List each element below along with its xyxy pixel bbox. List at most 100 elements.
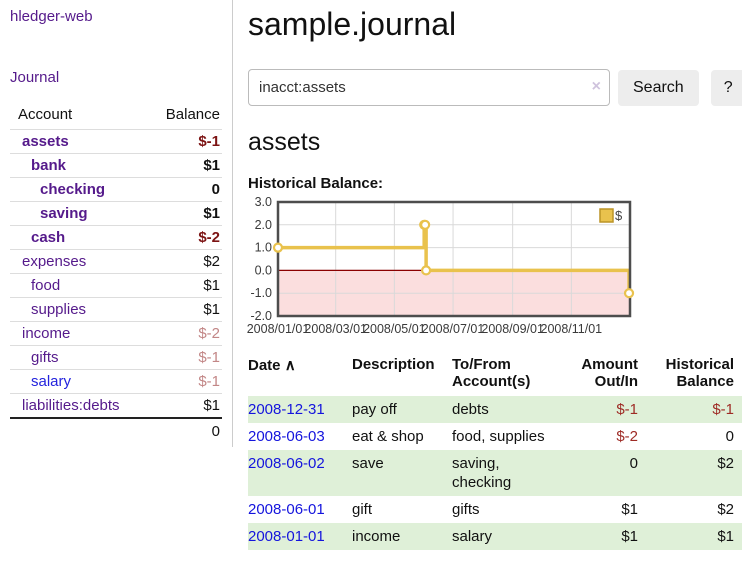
register-row: 2008-06-03 eat & shop food, supplies $-2… bbox=[248, 423, 742, 450]
transaction-date-link[interactable]: 2008-06-02 bbox=[248, 455, 325, 472]
column-tofrom-accounts: To/From Account(s) bbox=[452, 356, 531, 390]
transaction-accounts: salary bbox=[452, 528, 493, 545]
account-link-saving[interactable]: saving bbox=[40, 205, 88, 222]
transaction-accounts: gifts bbox=[452, 501, 480, 518]
transaction-amount: $-2 bbox=[616, 428, 638, 445]
transaction-amount: 0 bbox=[629, 455, 638, 472]
account-balance: $-1 bbox=[198, 373, 220, 390]
account-balance: $1 bbox=[203, 205, 220, 222]
svg-text:-2.0: -2.0 bbox=[250, 309, 272, 323]
column-historical-balance: Historical Balance bbox=[665, 356, 734, 390]
brand-link[interactable]: hledger-web bbox=[10, 8, 93, 25]
column-date[interactable]: Date ∧ bbox=[248, 357, 296, 374]
register-table: Date ∧ Description To/From Account(s) Am… bbox=[248, 354, 742, 550]
account-balance: $-1 bbox=[198, 349, 220, 366]
register-row: 2008-12-31 pay off debts $-1 $-1 bbox=[248, 396, 742, 423]
help-button[interactable]: ? bbox=[710, 69, 742, 106]
transaction-date-link[interactable]: 2008-12-31 bbox=[248, 401, 325, 418]
search-bar: × Search ? bbox=[248, 69, 742, 106]
app-layout: hledger-web Journal Account Balance asse… bbox=[0, 0, 742, 550]
transaction-description: pay off bbox=[352, 401, 397, 418]
account-balance: $1 bbox=[203, 157, 220, 174]
sidebar-item-journal[interactable]: Journal bbox=[10, 69, 60, 86]
svg-text:2008/05/01: 2008/05/01 bbox=[363, 322, 426, 336]
svg-text:2.0: 2.0 bbox=[255, 218, 272, 232]
svg-text:2008/11/01: 2008/11/01 bbox=[541, 322, 603, 336]
account-row: bank $1 bbox=[10, 153, 222, 178]
accounts-total-value: 0 bbox=[211, 423, 220, 440]
account-link-checking[interactable]: checking bbox=[40, 181, 106, 198]
account-link-cash[interactable]: cash bbox=[31, 229, 66, 246]
svg-text:-1.0: -1.0 bbox=[250, 286, 272, 300]
account-link-supplies[interactable]: supplies bbox=[31, 301, 87, 318]
main-content: sample.journal × Search ? assets Histori… bbox=[233, 0, 742, 550]
transaction-date-link[interactable]: 2008-01-01 bbox=[248, 528, 325, 545]
register-header-row: Date ∧ Description To/From Account(s) Am… bbox=[248, 354, 742, 396]
search-input[interactable] bbox=[248, 69, 610, 106]
page-title: sample.journal bbox=[248, 6, 457, 42]
account-link-salary[interactable]: salary bbox=[31, 373, 72, 390]
svg-text:$: $ bbox=[615, 208, 623, 223]
account-row: supplies $1 bbox=[10, 297, 222, 322]
transaction-balance: 0 bbox=[725, 428, 734, 445]
svg-text:1.0: 1.0 bbox=[255, 241, 272, 255]
column-description: Description bbox=[352, 356, 435, 373]
svg-text:2008/03/01: 2008/03/01 bbox=[304, 322, 367, 336]
transaction-description: eat & shop bbox=[352, 428, 424, 445]
account-link-gifts[interactable]: gifts bbox=[31, 349, 59, 366]
account-link-food[interactable]: food bbox=[31, 277, 61, 294]
transaction-accounts: debts bbox=[452, 401, 489, 418]
accounts-total-row: 0 bbox=[10, 418, 222, 443]
sidebar: hledger-web Journal Account Balance asse… bbox=[0, 0, 233, 447]
transaction-description: gift bbox=[352, 501, 373, 518]
account-row: food $1 bbox=[10, 273, 222, 298]
svg-text:2008/01/01: 2008/01/01 bbox=[247, 322, 310, 336]
svg-text:2008/07/01: 2008/07/01 bbox=[422, 322, 485, 336]
transaction-amount: $1 bbox=[621, 528, 638, 545]
transaction-balance: $2 bbox=[717, 455, 734, 472]
account-balance: $-2 bbox=[198, 325, 220, 342]
balance-chart: $3.0 2.0 1.0 0.0 -1.0 -2.0 2008/01/01 2008/03/0… bbox=[247, 195, 742, 340]
sort-asc-icon: ∧ bbox=[284, 357, 296, 374]
account-balance: $1 bbox=[203, 301, 220, 318]
account-link-expenses[interactable]: expenses bbox=[22, 253, 87, 270]
clear-search-icon[interactable]: × bbox=[591, 78, 601, 95]
transaction-amount: $1 bbox=[621, 501, 638, 518]
transaction-balance: $-1 bbox=[712, 401, 734, 418]
account-row: salary $-1 bbox=[10, 369, 222, 394]
svg-text:0.0: 0.0 bbox=[255, 263, 272, 277]
transaction-amount: $-1 bbox=[616, 401, 638, 418]
account-balance: $1 bbox=[203, 397, 220, 414]
account-link-bank[interactable]: bank bbox=[31, 157, 67, 174]
transaction-description: income bbox=[352, 528, 401, 545]
account-link-income[interactable]: income bbox=[22, 325, 71, 342]
accounts-table: Account Balance assets $-1 bank $1 checkin… bbox=[10, 102, 222, 443]
account-link-assets[interactable]: assets bbox=[22, 133, 69, 150]
account-balance: 0 bbox=[211, 181, 220, 198]
transaction-balance: $2 bbox=[717, 501, 734, 518]
transaction-balance: $1 bbox=[717, 528, 734, 545]
transaction-date-link[interactable]: 2008-06-03 bbox=[248, 428, 325, 445]
search-button[interactable]: Search bbox=[618, 69, 699, 106]
register-body: 2008-12-31 pay off debts $-1 $-1 2008-06… bbox=[248, 396, 742, 550]
account-row: assets $-1 bbox=[10, 129, 222, 154]
chart-title: Historical Balance: bbox=[248, 175, 384, 192]
register-row: 2008-06-02 save saving, checking 0 $2 bbox=[248, 450, 742, 496]
account-row: gifts $-1 bbox=[10, 345, 222, 370]
account-link-liabilities-debts[interactable]: liabilities:debts bbox=[22, 397, 120, 414]
account-balance: $-1 bbox=[198, 133, 220, 150]
account-row: liabilities:debts $1 bbox=[10, 393, 222, 419]
account-row: expenses $2 bbox=[10, 249, 222, 274]
column-amount: Amount Out/In bbox=[581, 356, 638, 390]
account-row: saving $1 bbox=[10, 201, 222, 226]
accounts-header-row: Account Balance bbox=[10, 102, 222, 130]
register-row: 2008-01-01 income salary $1 $1 bbox=[248, 523, 742, 550]
chart-canvas: $3.0 2.0 1.0 0.0 -1.0 -2.02008/01/012008/03/0… bbox=[247, 195, 635, 336]
accounts-body: assets $-1 bank $1 checking 0 saving $1 cash… bbox=[10, 129, 222, 444]
svg-text:3.0: 3.0 bbox=[255, 195, 272, 209]
transaction-description: save bbox=[352, 455, 384, 472]
transaction-accounts: food, supplies bbox=[452, 428, 545, 445]
account-row: cash $-2 bbox=[10, 225, 222, 250]
transaction-date-link[interactable]: 2008-06-01 bbox=[248, 501, 325, 518]
register-row: 2008-06-01 gift gifts $1 $2 bbox=[248, 496, 742, 523]
